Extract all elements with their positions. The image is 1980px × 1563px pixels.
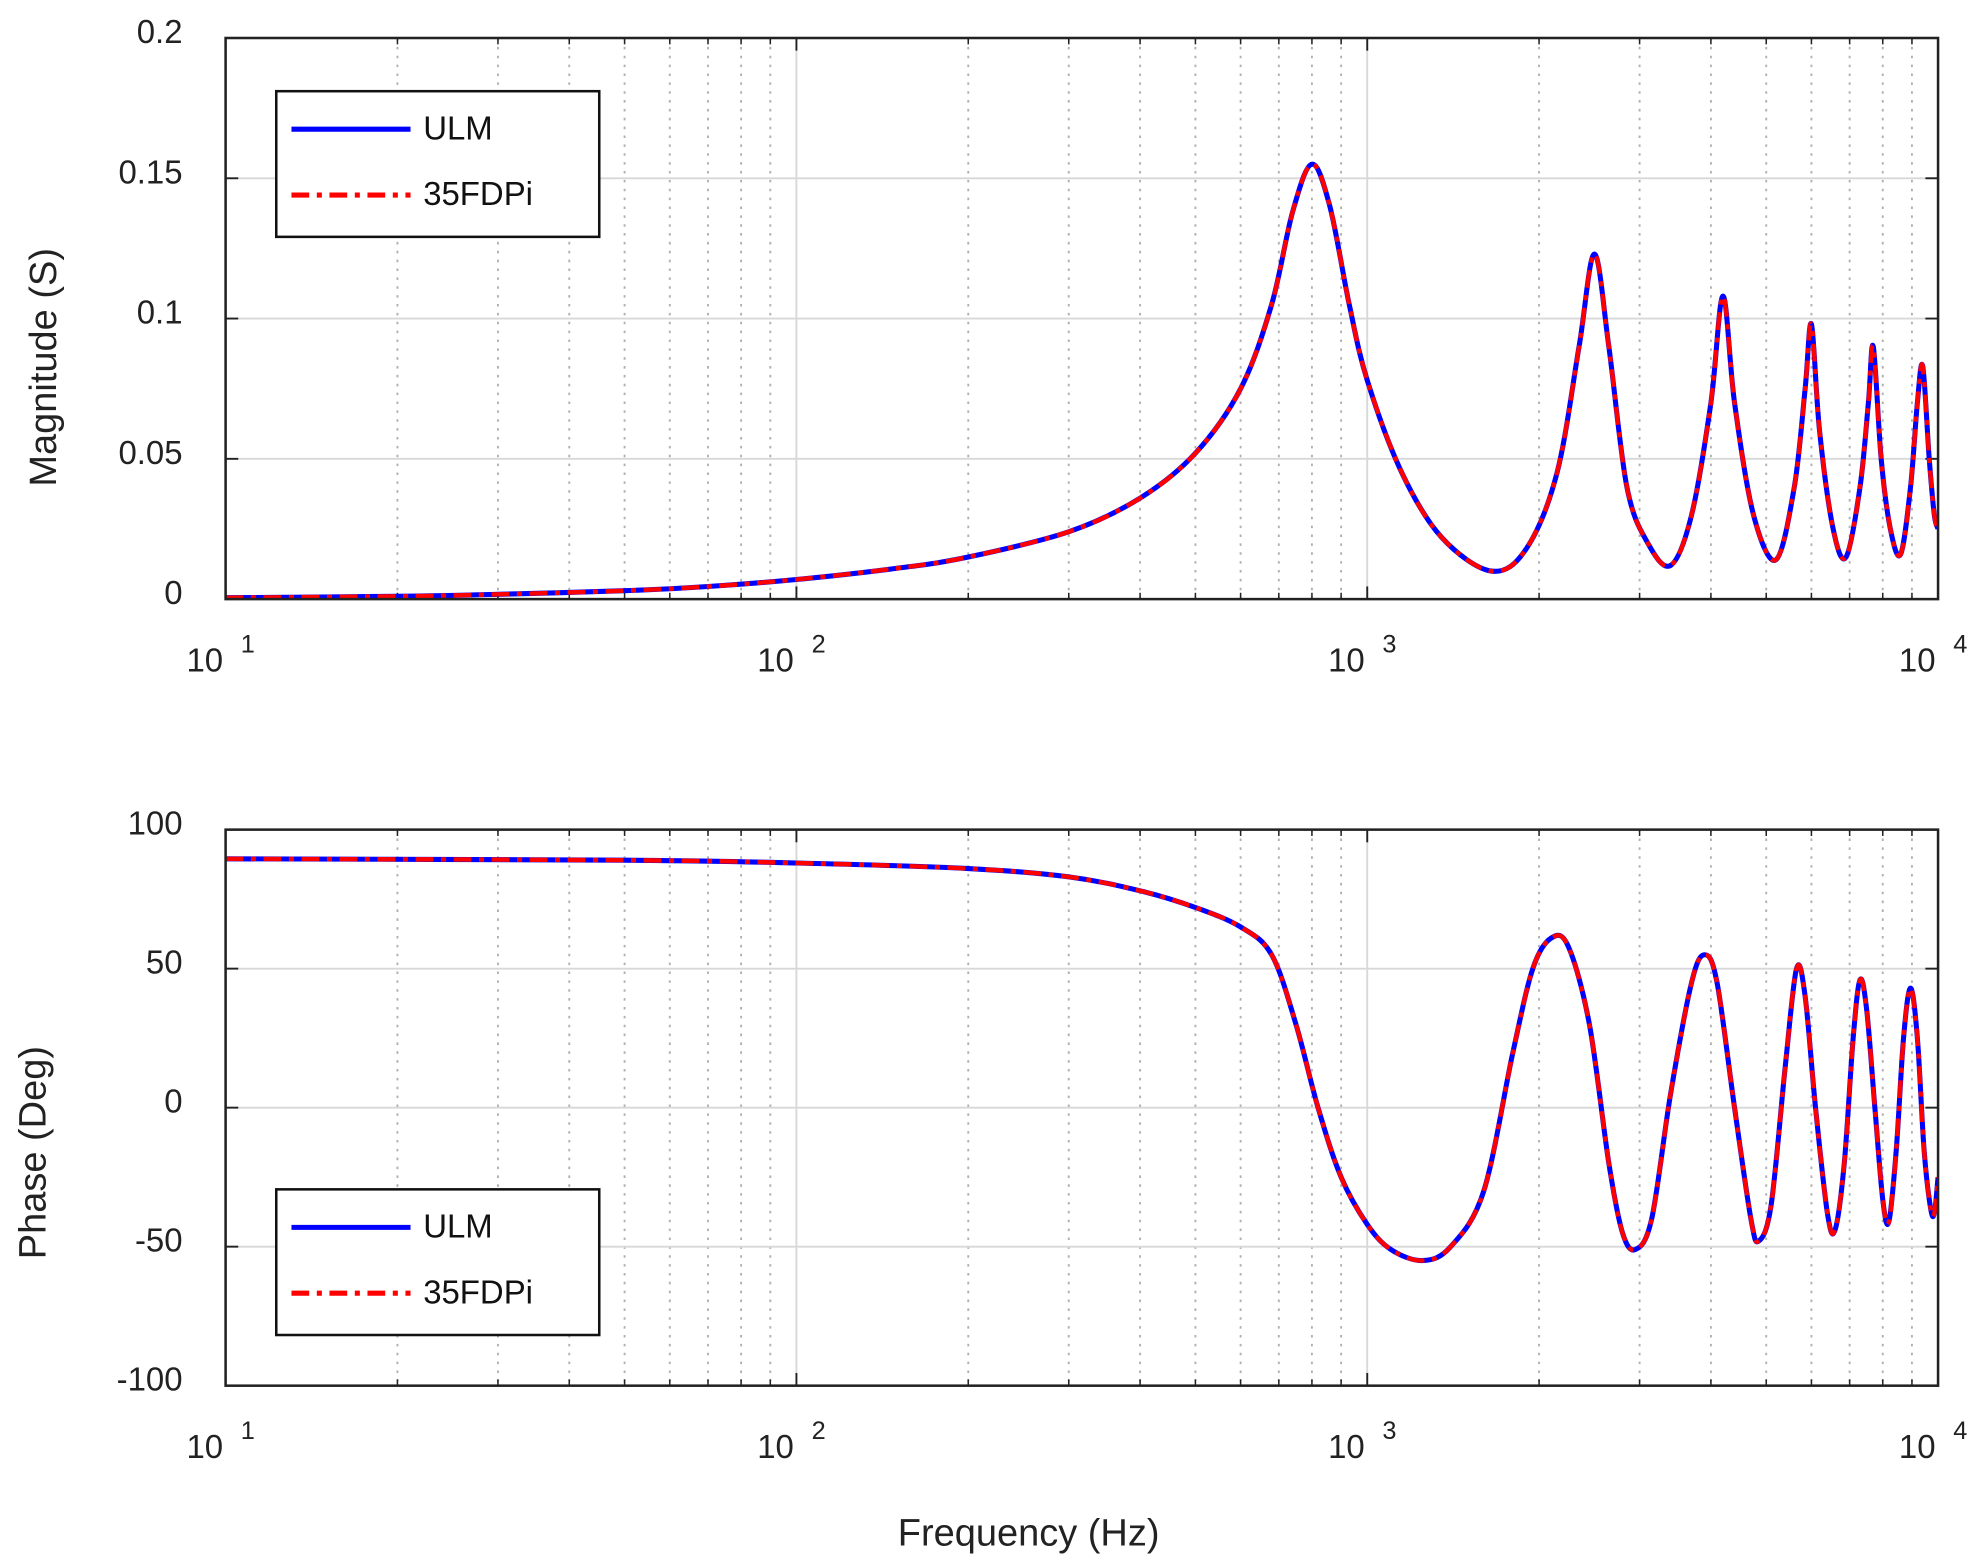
y-tick-label: 0.15 <box>118 153 182 190</box>
y-tick-label: 100 <box>128 805 183 842</box>
x-axis-label: Frequency (Hz) <box>898 1512 1160 1554</box>
legend: ULM 35FDPi <box>274 1188 601 1337</box>
y-tick-label: 0 <box>164 1083 182 1120</box>
legend: ULM 35FDPi <box>274 89 601 239</box>
y-tick-label: 0.1 <box>137 294 183 331</box>
y-tick-label: -100 <box>117 1361 183 1398</box>
x-tick-label-exponent: 1 <box>241 1417 255 1445</box>
y-tick-label: 0 <box>164 574 182 611</box>
x-tick-label-base: 10 <box>1328 1428 1365 1465</box>
y-axis-label-magnitude: Magnitude (S) <box>23 248 65 487</box>
y-tick-label: 0.2 <box>137 13 183 50</box>
x-tick-label-exponent: 3 <box>1382 1417 1396 1445</box>
x-tick-label-base: 10 <box>1328 641 1365 678</box>
y-tick-label: -50 <box>135 1222 183 1259</box>
x-tick-label-exponent: 2 <box>812 630 826 658</box>
x-tick-label-base: 10 <box>186 641 223 678</box>
x-tick-label-exponent: 1 <box>241 630 255 658</box>
legend-label: 35FDPi <box>423 1273 533 1310</box>
x-tick-label-base: 10 <box>186 1428 223 1465</box>
x-tick-label-base: 10 <box>1899 641 1936 678</box>
legend-label: ULM <box>423 109 493 146</box>
magnitude-plot: 10 1 10 2 10 3 10 4 0 0.05 0.1 0.15 0.2 ULM 35FDPi <box>118 13 1967 678</box>
x-tick-label-exponent: 4 <box>1953 1417 1967 1445</box>
y-axis-label-phase: Phase (Deg) <box>13 1046 55 1259</box>
legend-label: ULM <box>423 1207 493 1244</box>
legend-label: 35FDPi <box>423 175 533 212</box>
x-tick-label-base: 10 <box>757 1428 794 1465</box>
x-tick-label-exponent: 4 <box>1953 630 1967 658</box>
x-tick-label-exponent: 2 <box>812 1417 826 1445</box>
legend-box <box>274 89 601 239</box>
series-line-35fdpi <box>225 856 1939 1263</box>
axes-frame <box>224 828 1940 1387</box>
axes-frame <box>224 36 1940 601</box>
legend-box <box>274 1188 601 1337</box>
y-tick-label: 50 <box>146 944 183 981</box>
series-line-35fdpi <box>225 162 1939 600</box>
x-tick-label-exponent: 3 <box>1382 630 1396 658</box>
y-tick-label: 0.05 <box>118 434 182 471</box>
x-tick-label-base: 10 <box>757 641 794 678</box>
x-tick-label-base: 10 <box>1899 1428 1936 1465</box>
phase-plot: 10 1 10 2 10 3 10 4 -100 -50 0 50 100 ULM 35FDPi <box>117 805 1968 1465</box>
